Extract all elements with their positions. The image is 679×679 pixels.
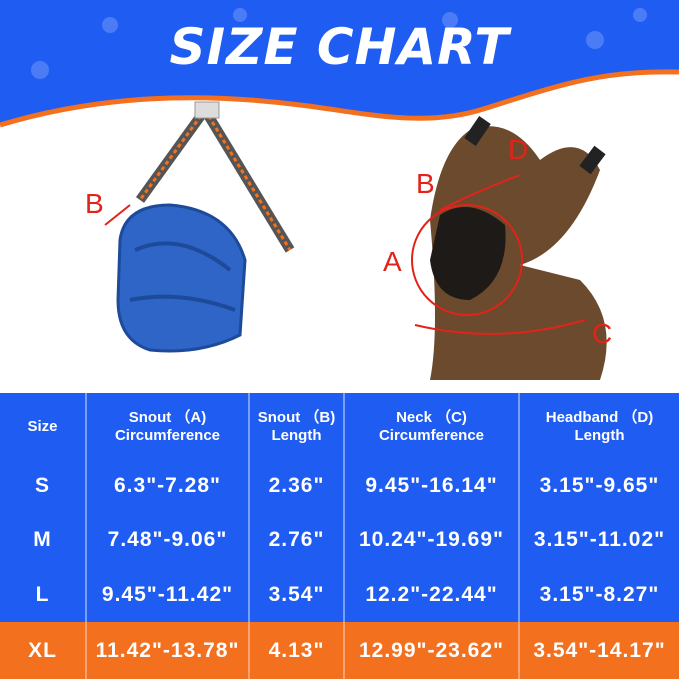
header-snout-length: Snout （B) Length — [248, 393, 344, 460]
cell: 12.99"-23.62" — [343, 622, 519, 679]
cell: 2.36" — [248, 460, 344, 512]
cell: 4.13" — [248, 622, 344, 679]
product-illustrations: B A B C D — [0, 100, 679, 393]
table-row: S 6.3"-7.28" 2.36" 9.45"-16.14" 3.15"-9.65" — [0, 460, 679, 512]
header-snout-circumference: Snout （A) Circumference — [85, 393, 249, 460]
table-row: XL 11.42"-13.78" 4.13" 12.99"-23.62" 3.54"-1… — [0, 622, 679, 679]
table-row: M 7.48"-9.06" 2.76" 10.24"-19.69" 3.15"-11.0… — [0, 512, 679, 567]
dog-label-d: D — [508, 134, 529, 165]
cell-size: S — [0, 460, 86, 512]
muzzle-label-b: B — [85, 188, 104, 219]
cell: 3.15"-9.65" — [518, 460, 679, 512]
cell: 2.76" — [248, 512, 344, 567]
cell: 12.2"-22.44" — [343, 567, 519, 622]
size-table: Size Snout （A) Circumference Snout （B) Len… — [0, 393, 679, 679]
muzzle-image — [60, 101, 607, 380]
cell-size: M — [0, 512, 86, 567]
cell: 6.3"-7.28" — [85, 460, 249, 512]
cell: 3.15"-8.27" — [518, 567, 679, 622]
cell: 3.54" — [248, 567, 344, 622]
page-title: SIZE CHART — [169, 18, 510, 76]
paw-print-icon — [31, 8, 647, 79]
cell: 7.48"-9.06" — [85, 512, 249, 567]
dog-label-c: C — [592, 318, 613, 349]
table-header-row: Size Snout （A) Circumference Snout （B) Len… — [0, 393, 679, 460]
header-headband-length: Headband （D) Length — [518, 393, 679, 460]
cell: 3.15"-11.02" — [518, 512, 679, 567]
cell: 3.54"-14.17" — [518, 622, 679, 679]
cell-size: L — [0, 567, 86, 622]
header-banner — [0, 0, 679, 128]
cell-size: XL — [0, 622, 86, 679]
dog-label-a: A — [383, 246, 402, 277]
table-row: L 9.45"-11.42" 3.54" 12.2"-22.44" 3.15"-8.27… — [0, 567, 679, 622]
header-neck-circumference: Neck （C) Circumference — [343, 393, 519, 460]
dog-label-b: B — [416, 168, 435, 199]
cell: 11.42"-13.78" — [85, 622, 249, 679]
header-size: Size — [0, 393, 86, 460]
cell: 9.45"-16.14" — [343, 460, 519, 512]
cell: 9.45"-11.42" — [85, 567, 249, 622]
cell: 10.24"-19.69" — [343, 512, 519, 567]
